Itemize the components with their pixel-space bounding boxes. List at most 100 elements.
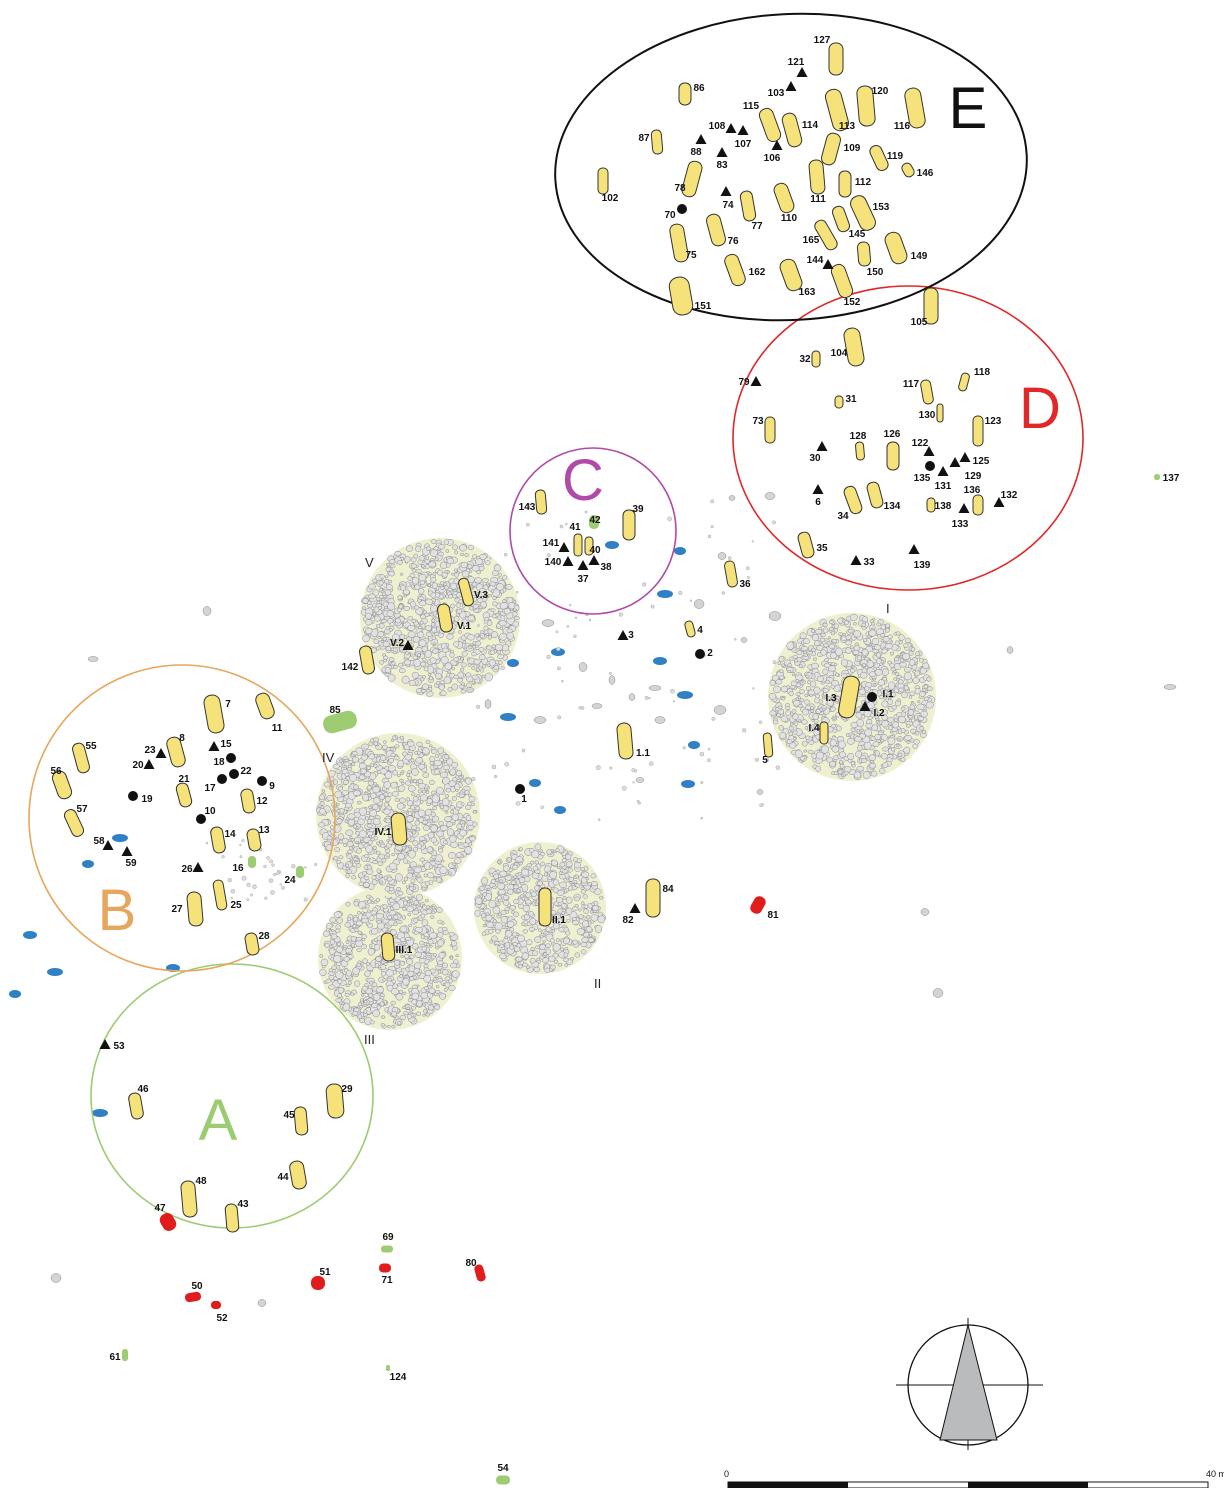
- stone-152: [830, 263, 855, 300]
- find-triangle-37: [578, 560, 589, 570]
- stone-label-51: 51: [319, 1267, 331, 1278]
- find-triangle-82: [630, 903, 641, 913]
- find-triangle-79: [751, 376, 762, 386]
- stone-130: [937, 404, 943, 422]
- find-label-88: 88: [690, 147, 702, 158]
- find-triangle-3: [618, 630, 629, 640]
- zone-c-label: C: [562, 448, 604, 513]
- find-triangle-125: [960, 452, 971, 462]
- find-triangle-121: [797, 67, 808, 77]
- stone-24: [296, 866, 304, 878]
- scale-bar: 0 40 m: [724, 1469, 1224, 1488]
- stone-label-105: 105: [911, 317, 928, 328]
- find-label-i-1: I.1: [882, 689, 894, 700]
- find-label-121: 121: [788, 57, 805, 68]
- stone-label-45: 45: [283, 1110, 295, 1121]
- find-label-53: 53: [113, 1041, 125, 1052]
- find-label-83: 83: [716, 160, 728, 171]
- find-triangle-133: [959, 503, 970, 513]
- find-dot-17: [217, 774, 227, 784]
- pebble: [1164, 685, 1176, 690]
- scale-end-label: 40 m: [1206, 1469, 1224, 1479]
- stone-61: [122, 1349, 128, 1361]
- stone-label-46: 46: [137, 1084, 149, 1095]
- stone-162: [723, 253, 747, 288]
- stone-label-76: 76: [727, 236, 739, 247]
- stone-123: [973, 416, 983, 446]
- stone-label-14: 14: [224, 829, 236, 840]
- stone-109: [820, 132, 842, 167]
- blue-stone: [688, 741, 700, 749]
- stone-label-27: 27: [171, 904, 183, 915]
- pebble: [765, 493, 775, 500]
- stone-4: [684, 620, 696, 638]
- stone-label-52: 52: [216, 1313, 228, 1324]
- cairn-label-ii: II: [594, 976, 601, 991]
- stone-label-117: 117: [903, 379, 920, 390]
- stone-69: [381, 1246, 393, 1253]
- stone-label-4: 4: [697, 625, 703, 636]
- find-label-20: 20: [132, 760, 144, 771]
- cairn-label-iv: IV: [322, 750, 335, 765]
- stone-77: [739, 190, 756, 222]
- stone-114: [781, 112, 803, 148]
- stone-143: [535, 490, 547, 515]
- stone-label-153: 153: [873, 202, 890, 213]
- stone-134: [866, 481, 884, 509]
- stone-label-75: 75: [685, 250, 697, 261]
- stone-label-71: 71: [381, 1275, 393, 1286]
- stone-label-61: 61: [109, 1352, 121, 1363]
- find-triangle-131: [938, 466, 949, 476]
- find-label-74: 74: [722, 200, 734, 211]
- blue-stone: [92, 1109, 108, 1117]
- find-label-132: 132: [1001, 490, 1018, 501]
- blue-stone: [82, 860, 94, 868]
- find-label-2: 2: [707, 648, 713, 659]
- stone-label-i-3: I.3: [825, 693, 837, 704]
- stone-label-28: 28: [258, 931, 270, 942]
- stone-7: [203, 694, 225, 734]
- find-triangle-74: [721, 186, 732, 196]
- stone-label-78: 78: [674, 183, 686, 194]
- stone-label-73: 73: [752, 416, 764, 427]
- pebble: [579, 663, 587, 672]
- pebble: [714, 706, 726, 715]
- find-triangle-144: [823, 259, 834, 269]
- stone-label-1-1: 1.1: [636, 748, 650, 759]
- stone-label-77: 77: [751, 221, 763, 232]
- stone-label-iv-1: IV.1: [375, 827, 392, 838]
- stone-label-iii-1: III.1: [396, 945, 413, 956]
- stone-iii-1: [381, 933, 395, 962]
- stone-label-143: 143: [519, 502, 536, 513]
- stone-81: [748, 894, 767, 916]
- stone-label-44: 44: [277, 1172, 289, 1183]
- stone-146: [900, 161, 916, 178]
- find-label-59: 59: [125, 858, 137, 869]
- blue-stone: [23, 931, 37, 939]
- stone-104: [843, 327, 865, 367]
- find-triangle-33: [851, 555, 862, 565]
- stone-label-12: 12: [256, 796, 268, 807]
- stone-label-24: 24: [284, 875, 296, 886]
- cairn-label-i: I: [886, 601, 890, 616]
- stone-115: [758, 107, 783, 144]
- find-label-10: 10: [204, 806, 216, 817]
- pebble: [921, 909, 929, 916]
- stone-label-111: 111: [810, 194, 826, 205]
- stone-47: [157, 1211, 178, 1234]
- find-label-58: 58: [93, 836, 105, 847]
- stone-label-137: 137: [1163, 473, 1180, 484]
- stone-label-80: 80: [465, 1258, 477, 1269]
- stone-label-i-4: I.4: [808, 723, 820, 734]
- stone-i-4: [820, 722, 828, 744]
- blue-stone: [674, 547, 686, 555]
- find-dot-i-1: [867, 692, 877, 702]
- find-label-133: 133: [952, 519, 969, 530]
- pebble: [1007, 647, 1013, 654]
- stone-102: [598, 168, 608, 194]
- stone-118: [958, 372, 970, 391]
- find-dot-19: [128, 791, 138, 801]
- find-triangle-15: [209, 741, 220, 751]
- find-label-131: 131: [935, 481, 952, 492]
- stone-label-149: 149: [911, 251, 928, 262]
